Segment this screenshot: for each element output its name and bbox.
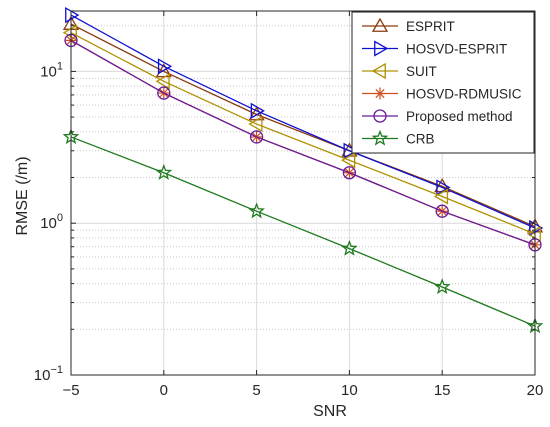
x-tick-label: 15	[434, 382, 451, 399]
y-tick-label: 10−1	[34, 364, 63, 384]
legend-entry: CRB	[362, 129, 435, 147]
series-proposed-method	[64, 33, 542, 252]
grid	[71, 11, 535, 375]
x-tick-label: 5	[252, 382, 260, 399]
data-point-marker	[371, 17, 389, 32]
legend-entry: Proposed method	[362, 109, 513, 124]
legend: ESPRIT HOSVD-ESPRIT SUIT HOSVD-RDMUSIC Propo…	[351, 11, 535, 154]
x-tick-label: 10	[341, 382, 358, 399]
data-point-marker	[435, 204, 449, 218]
data-point-marker	[157, 86, 171, 100]
data-point-marker	[433, 278, 451, 295]
plot-frame	[70, 10, 536, 376]
data-point-marker	[155, 73, 170, 90]
x-tick-label: 0	[160, 382, 168, 399]
series-line	[70, 32, 536, 235]
legend-label: ESPRIT	[406, 19, 455, 34]
legend-label: Proposed method	[406, 109, 513, 124]
legend-label: HOSVD-ESPRIT	[406, 42, 507, 57]
legend-label: CRB	[406, 132, 435, 147]
x-tick-labels: −5 0 5 10 15 20	[62, 382, 543, 399]
data-point-marker	[62, 24, 77, 41]
y-tick-label: 100	[40, 212, 63, 232]
legend-entry: ESPRIT	[362, 17, 455, 34]
series-layer	[62, 6, 544, 334]
data-point-marker	[371, 129, 389, 146]
data-point-marker	[65, 6, 80, 24]
data-point-marker	[249, 130, 264, 144]
series-line	[70, 136, 536, 327]
data-point-marker	[433, 188, 449, 205]
legend-label: SUIT	[406, 64, 437, 79]
data-point-marker	[529, 219, 544, 237]
x-tick-label: −5	[62, 382, 79, 399]
legend-label: HOSVD-RDMUSIC	[406, 87, 522, 102]
data-point-marker	[341, 239, 358, 256]
data-point-marker	[371, 62, 386, 80]
data-point-marker	[250, 102, 265, 119]
x-tick-label: 20	[527, 382, 544, 399]
data-point-marker	[373, 109, 387, 123]
y-tick-label: 101	[40, 60, 63, 80]
x-axis-label: SNR	[313, 403, 347, 420]
legend-box	[351, 11, 535, 154]
series-line	[70, 14, 536, 229]
data-point-marker	[155, 163, 173, 180]
data-point-marker	[374, 40, 389, 57]
data-point-marker	[341, 152, 356, 169]
data-point-marker	[342, 166, 357, 180]
series-line	[70, 23, 536, 228]
data-point-marker	[157, 58, 173, 75]
y-axis-label: RMSE (/m)	[14, 156, 31, 235]
series-line	[70, 39, 536, 246]
series-hosvd-esprit	[65, 6, 544, 237]
data-point-marker	[248, 115, 263, 133]
legend-entry: HOSVD-RDMUSIC	[362, 87, 522, 102]
data-point-marker	[343, 142, 358, 159]
legend-entry: SUIT	[362, 62, 437, 80]
data-point-marker	[248, 202, 265, 219]
data-point-marker	[374, 87, 386, 100]
legend-entry: HOSVD-ESPRIT	[362, 40, 507, 57]
y-tick-labels: 10−1 100 101	[34, 60, 63, 384]
data-point-marker	[436, 179, 451, 196]
